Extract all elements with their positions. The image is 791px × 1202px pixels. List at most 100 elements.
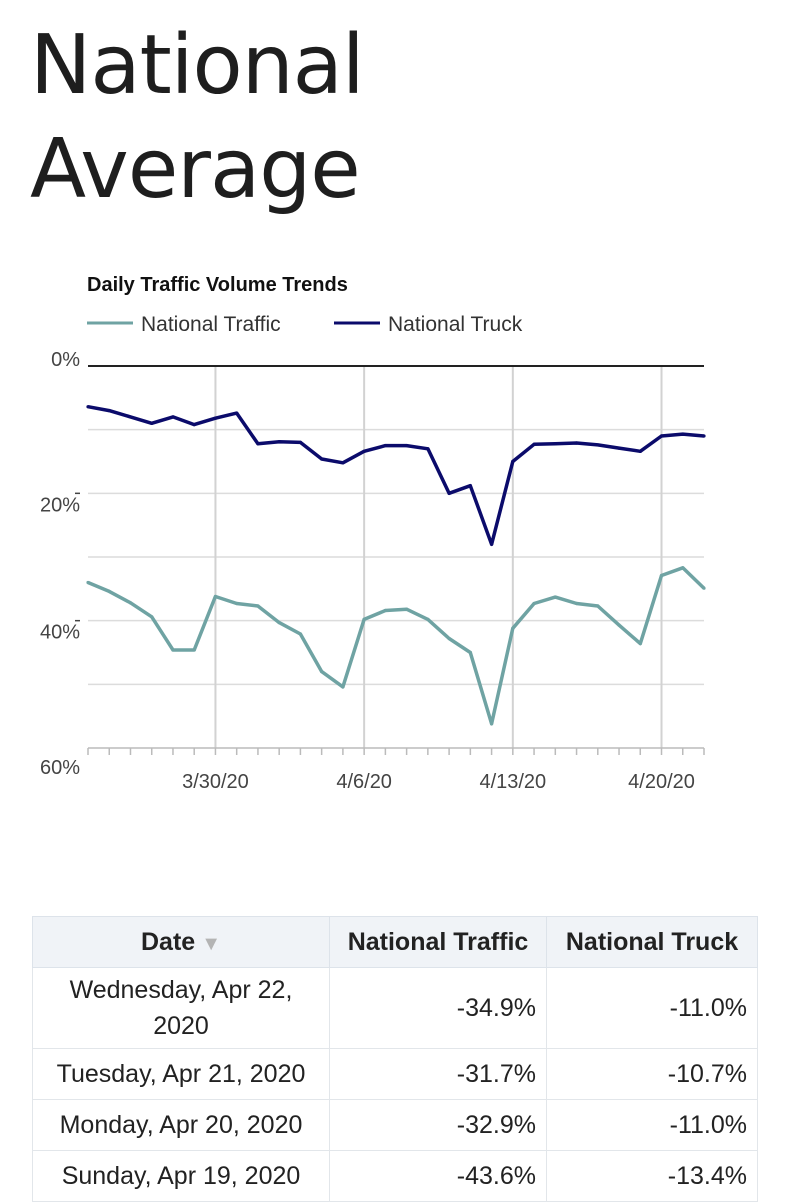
date-cell: Monday, Apr 20, 2020 [32, 1099, 330, 1151]
date-cell: Tuesday, Apr 21, 2020 [32, 1048, 330, 1100]
table-row: Tuesday, Apr 21, 2020 -31.7% -10.7% [32, 1048, 758, 1100]
data-point-0 [171, 648, 175, 652]
truck-cell: -10.7% [546, 1048, 758, 1100]
data-point-0 [235, 601, 239, 606]
y-tick-label: 60% [40, 757, 80, 779]
data-point-1 [447, 491, 451, 495]
truck-cell: -13.4% [546, 1150, 758, 1202]
x-tick-label: 4/20/20 [628, 771, 695, 793]
data-point-0 [638, 641, 642, 646]
data-point-1 [468, 484, 472, 488]
series-line-1 [87, 404, 705, 547]
data-point-0 [192, 648, 196, 652]
data-point-0 [107, 589, 111, 593]
sort-descending-icon[interactable]: ▼ [201, 932, 221, 955]
data-point-0 [405, 607, 409, 611]
data-point-1 [617, 446, 621, 450]
data-point-1 [511, 459, 515, 464]
traffic-trends-chart: Daily Traffic Volume Trends National Traf… [40, 274, 706, 793]
legend-label-0: National Traffic [141, 313, 281, 336]
data-point-0 [298, 632, 303, 636]
date-header-label: Date [141, 927, 196, 956]
truck-cell: -11.0% [546, 1099, 758, 1151]
y-tick-label: 40% [40, 622, 80, 644]
data-point-1 [362, 449, 366, 453]
traffic-cell: -43.6% [329, 1150, 547, 1202]
data-point-1 [298, 440, 303, 444]
data-point-0 [532, 601, 536, 606]
data-point-1 [171, 415, 175, 419]
data-point-1 [235, 411, 239, 415]
data-point-1 [277, 440, 281, 444]
data-point-0 [320, 670, 324, 674]
chart-title: Daily Traffic Volume Trends [87, 274, 348, 296]
legend-label-1: National Truck [388, 313, 523, 336]
national-traffic-column-header[interactable]: National Traffic [329, 916, 547, 968]
data-point-1 [681, 432, 685, 436]
date-column-header[interactable]: Date ▼ [32, 916, 330, 968]
data-point-0 [86, 580, 90, 585]
data-point-1 [659, 434, 664, 438]
data-point-1 [638, 449, 642, 453]
x-tick-label: 3/30/20 [182, 771, 249, 793]
y-tick-label: 0% [51, 349, 80, 371]
date-cell: Sunday, Apr 19, 2020 [32, 1150, 330, 1202]
data-point-1 [596, 443, 600, 447]
page-title: National Average [30, 14, 365, 222]
traffic-cell: -34.9% [329, 967, 547, 1049]
data-point-0 [681, 566, 685, 570]
data-point-1 [426, 447, 430, 451]
data-point-0 [574, 601, 579, 606]
truck-cell: -11.0% [546, 967, 758, 1049]
data-point-1 [553, 442, 557, 446]
data-point-1 [489, 542, 494, 546]
data-point-1 [150, 421, 154, 425]
data-point-1 [86, 405, 90, 409]
data-point-0 [553, 595, 557, 599]
series-line-0 [87, 566, 706, 726]
data-point-1 [213, 416, 218, 420]
table-row: Sunday, Apr 19, 2020 -43.6% -13.4% [32, 1150, 758, 1202]
data-point-1 [702, 434, 706, 438]
data-point-0 [213, 594, 218, 599]
data-point-1 [128, 415, 133, 419]
data-point-0 [277, 620, 281, 625]
date-cell: Wednesday, Apr 22, 2020 [32, 967, 330, 1049]
data-point-1 [405, 443, 409, 448]
x-tick-label: 4/6/20 [336, 771, 392, 793]
data-point-0 [489, 722, 494, 726]
trends-table: Date ▼ National Traffic National Truck We… [32, 916, 758, 1202]
data-point-1 [574, 441, 579, 445]
data-point-0 [702, 586, 706, 590]
data-point-0 [383, 608, 387, 613]
data-point-0 [128, 601, 133, 605]
data-point-0 [256, 604, 260, 608]
page-title-line-2: Average [30, 122, 361, 217]
data-point-0 [617, 623, 621, 627]
traffic-cell: -31.7% [329, 1048, 547, 1100]
y-tick-label: 20% [40, 494, 80, 516]
data-point-0 [150, 615, 154, 619]
data-point-1 [532, 442, 536, 446]
data-point-1 [383, 443, 387, 448]
traffic-cell: -32.9% [329, 1099, 547, 1151]
data-point-1 [107, 408, 111, 413]
data-point-0 [659, 573, 664, 578]
table-row: Wednesday, Apr 22, 2020 -34.9% -11.0% [32, 967, 758, 1049]
data-point-1 [320, 457, 324, 461]
data-point-0 [341, 685, 345, 689]
table-header-row: Date ▼ National Traffic National Truck [32, 916, 758, 968]
x-tick-label: 4/13/20 [479, 771, 546, 793]
data-point-1 [341, 461, 345, 465]
table-row: Monday, Apr 20, 2020 -32.9% -11.0% [32, 1099, 758, 1151]
data-point-0 [468, 650, 472, 655]
data-point-1 [256, 442, 260, 446]
data-point-0 [362, 617, 366, 621]
page-title-line-1: National [30, 18, 365, 113]
data-point-0 [447, 636, 451, 641]
data-point-0 [511, 626, 515, 630]
data-point-0 [596, 604, 600, 608]
national-truck-column-header[interactable]: National Truck [546, 916, 758, 968]
data-point-1 [192, 422, 196, 427]
data-point-0 [426, 617, 430, 621]
